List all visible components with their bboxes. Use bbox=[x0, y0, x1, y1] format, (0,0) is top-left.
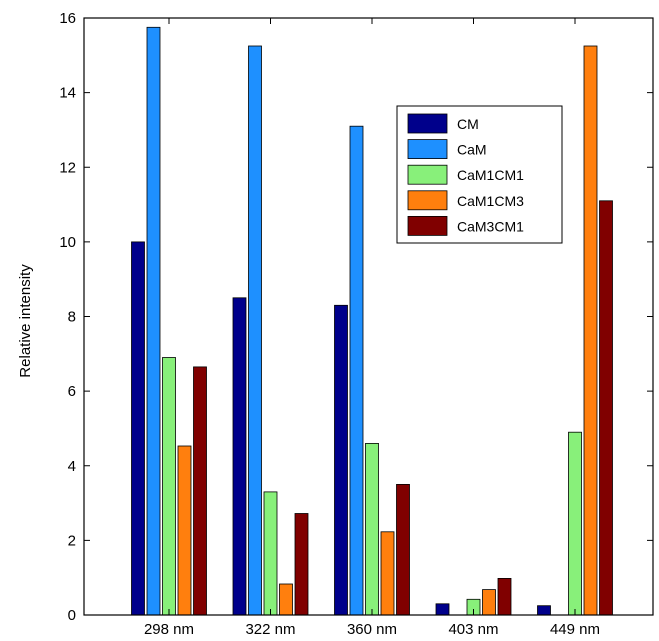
axes-group: 0 2 4 6 8 10 12 14 16 298 nm 322 nm 360 nm 403 nm 449… bbox=[59, 10, 654, 638]
bar-cam-0 bbox=[146, 26, 161, 616]
y-tick-label: 10 bbox=[59, 234, 76, 251]
y-tick-label: 0 bbox=[68, 607, 76, 624]
legend-label-cam: CaM bbox=[457, 142, 487, 158]
bar-cam1cm3-4 bbox=[583, 45, 598, 616]
bar-cam3cm1-3 bbox=[497, 578, 512, 616]
bar-cm-1 bbox=[232, 297, 247, 616]
bar-cam3cm1-4 bbox=[599, 200, 613, 616]
legend-swatch-cm bbox=[407, 113, 448, 134]
legend-label-cam3cm1: CaM3CM1 bbox=[457, 218, 524, 234]
bar-cam1cm3-1 bbox=[279, 583, 293, 616]
y-tick-label: 12 bbox=[59, 159, 76, 176]
legend-swatch-cam1cm3 bbox=[407, 190, 448, 211]
bar-cm-2 bbox=[334, 304, 348, 616]
bar-cam1cm1-2 bbox=[365, 442, 379, 616]
legend-label-cam1cm1: CaM1CM1 bbox=[457, 167, 524, 183]
bar-cm-0 bbox=[131, 241, 145, 616]
y-tick-label: 14 bbox=[59, 85, 76, 102]
y-tick-label: 16 bbox=[59, 10, 76, 27]
y-tick-label: 4 bbox=[68, 458, 76, 475]
x-tick-label: 298 nm bbox=[144, 621, 194, 638]
bar-cam1cm1-1 bbox=[263, 491, 278, 616]
bar-cam3cm1-1 bbox=[294, 513, 309, 616]
x-tick-label: 360 nm bbox=[347, 621, 397, 638]
y-axis-label: Relative intensity bbox=[17, 264, 34, 378]
legend: CM CaM CaM1CM1 CaM1CM3 CaM3CM1 bbox=[396, 105, 563, 244]
bar-cm-4 bbox=[537, 605, 551, 616]
legend-label-cm: CM bbox=[457, 116, 479, 132]
legend-swatch-cam bbox=[407, 139, 448, 160]
y-tick-label: 6 bbox=[68, 383, 76, 400]
x-tick-label: 403 nm bbox=[448, 621, 498, 638]
legend-label-cam1cm3: CaM1CM3 bbox=[457, 193, 524, 209]
x-tick-label: 449 nm bbox=[550, 621, 600, 638]
legend-swatch-cam3cm1 bbox=[407, 215, 448, 236]
y-tick-label: 2 bbox=[68, 532, 76, 549]
bar-cam3cm1-0 bbox=[193, 366, 207, 616]
bar-cam1cm1-0 bbox=[162, 357, 176, 616]
bar-cam1cm3-0 bbox=[177, 445, 192, 616]
bar-cam-2 bbox=[349, 125, 364, 616]
bar-cm-3 bbox=[435, 603, 450, 616]
bar-cam-1 bbox=[248, 45, 262, 616]
bar-cam1cm3-3 bbox=[482, 589, 496, 616]
bar-cam1cm3-2 bbox=[380, 531, 395, 616]
y-tick-label: 8 bbox=[68, 309, 76, 326]
legend-swatch-cam1cm1 bbox=[407, 164, 448, 185]
bar-cam3cm1-2 bbox=[396, 483, 410, 616]
bar-cam1cm1-4 bbox=[568, 431, 582, 616]
x-tick-label: 322 nm bbox=[245, 621, 295, 638]
